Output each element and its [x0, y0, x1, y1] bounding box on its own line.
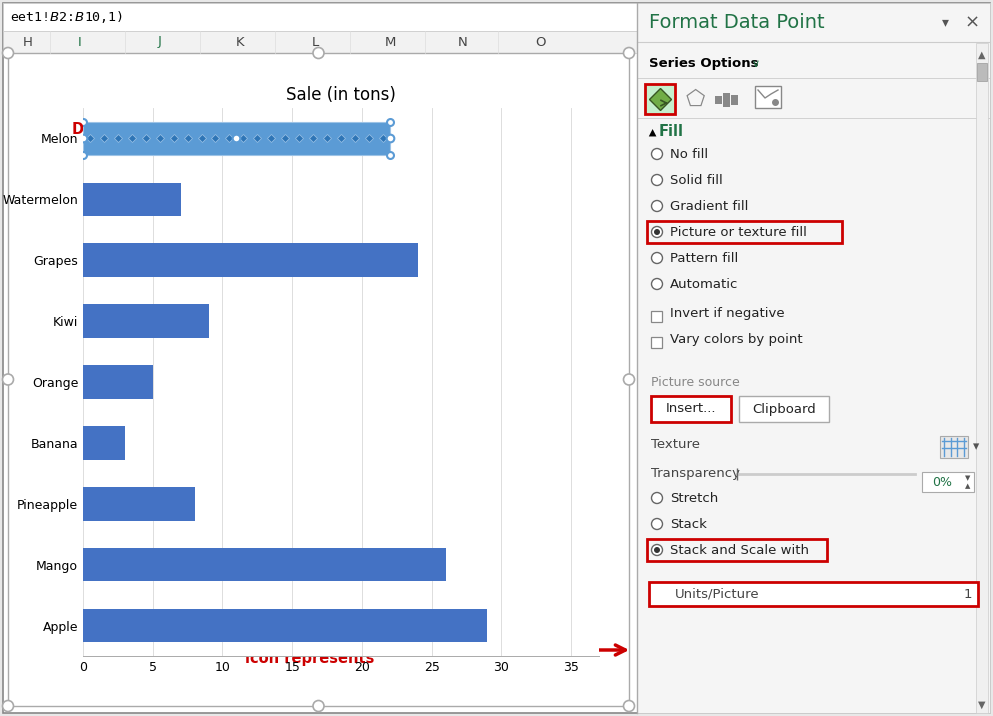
Text: No fill: No fill [670, 147, 708, 160]
Text: 1: 1 [964, 588, 972, 601]
Bar [3, 3, 637, 31]
Circle shape [313, 700, 324, 712]
Bar [3, 31, 637, 53]
Bar [83, 243, 418, 277]
Text: Vary colors by point: Vary colors by point [670, 334, 802, 347]
Bar [723, 93, 730, 107]
Bar [731, 95, 738, 105]
Title: Sale (in tons): Sale (in tons) [286, 86, 396, 104]
Text: Clipboard: Clipboard [752, 402, 816, 415]
Circle shape [3, 700, 14, 712]
Text: Solid fill: Solid fill [670, 173, 723, 186]
Text: Picture or texture fill: Picture or texture fill [670, 226, 807, 238]
Text: ▼: ▼ [965, 475, 971, 481]
Text: ▼: ▼ [978, 700, 986, 710]
Bar [83, 609, 488, 642]
Bar [649, 582, 978, 606]
Bar [940, 436, 968, 458]
Bar [922, 472, 974, 492]
Text: M: M [384, 36, 395, 49]
Text: eet1!$B$2:$B$10,1): eet1!$B$2:$B$10,1) [10, 9, 123, 25]
Bar [976, 43, 988, 713]
Text: K: K [235, 36, 244, 49]
Text: Units/Picture: Units/Picture [674, 588, 760, 601]
Circle shape [651, 226, 662, 238]
Text: ×: × [964, 14, 979, 32]
Text: 0%: 0% [932, 475, 952, 488]
Circle shape [313, 47, 324, 59]
Text: Stack: Stack [670, 518, 707, 531]
Text: Insert...: Insert... [665, 402, 716, 415]
Bar [739, 396, 829, 422]
Text: N: N [458, 36, 468, 49]
Circle shape [651, 493, 662, 503]
Bar [637, 3, 990, 713]
Bar [8, 53, 629, 706]
Circle shape [651, 253, 662, 263]
Bar [83, 183, 181, 216]
Bar [83, 304, 209, 338]
Bar [645, 84, 675, 114]
Circle shape [3, 374, 14, 385]
Text: ▲: ▲ [965, 483, 971, 489]
Bar [651, 311, 662, 322]
Circle shape [651, 200, 662, 211]
Circle shape [654, 229, 660, 235]
Circle shape [651, 175, 662, 185]
Circle shape [624, 47, 635, 59]
Text: Picture source: Picture source [651, 375, 740, 389]
Text: H: H [23, 36, 33, 49]
Text: Transparency: Transparency [651, 468, 740, 480]
Circle shape [624, 374, 635, 385]
Text: Format Data Point: Format Data Point [649, 13, 824, 32]
Bar [647, 539, 827, 561]
Text: ◀: ◀ [647, 128, 657, 136]
Circle shape [651, 279, 662, 289]
Bar [83, 122, 390, 155]
Circle shape [651, 518, 662, 530]
Text: Gradient fill: Gradient fill [670, 200, 749, 213]
Text: ⬠: ⬠ [685, 90, 705, 110]
Text: Stack and Scale with: Stack and Scale with [670, 543, 809, 556]
Text: ▾: ▾ [973, 440, 979, 453]
Text: O: O [535, 36, 545, 49]
Text: J: J [158, 36, 162, 49]
Text: I: I [78, 36, 81, 49]
Bar [647, 221, 842, 243]
Text: Fill: Fill [659, 125, 684, 140]
Bar [755, 86, 781, 108]
Text: Automatic: Automatic [670, 278, 739, 291]
Text: Data Point selected: Data Point selected [72, 122, 234, 137]
Circle shape [624, 700, 635, 712]
Text: Invert if negative: Invert if negative [670, 307, 784, 321]
Bar [83, 548, 446, 581]
Text: Series Options: Series Options [649, 57, 759, 70]
Bar [651, 337, 662, 348]
Bar [715, 96, 722, 104]
Circle shape [651, 148, 662, 160]
Text: ∨: ∨ [752, 59, 760, 69]
Text: L: L [312, 36, 319, 49]
Text: Stretch: Stretch [670, 491, 718, 505]
Text: ▾: ▾ [941, 16, 948, 29]
Circle shape [3, 47, 14, 59]
Bar [83, 426, 125, 460]
Text: number of unit each: number of unit each [226, 634, 394, 649]
Bar [651, 396, 731, 422]
Bar [83, 487, 195, 521]
Text: icon represents: icon represents [245, 652, 374, 667]
Text: Texture: Texture [651, 437, 700, 450]
Circle shape [654, 547, 660, 553]
Bar [977, 63, 987, 81]
Text: Pattern fill: Pattern fill [670, 251, 738, 264]
Text: ▲: ▲ [978, 50, 986, 60]
Bar [83, 365, 153, 399]
Circle shape [651, 544, 662, 556]
